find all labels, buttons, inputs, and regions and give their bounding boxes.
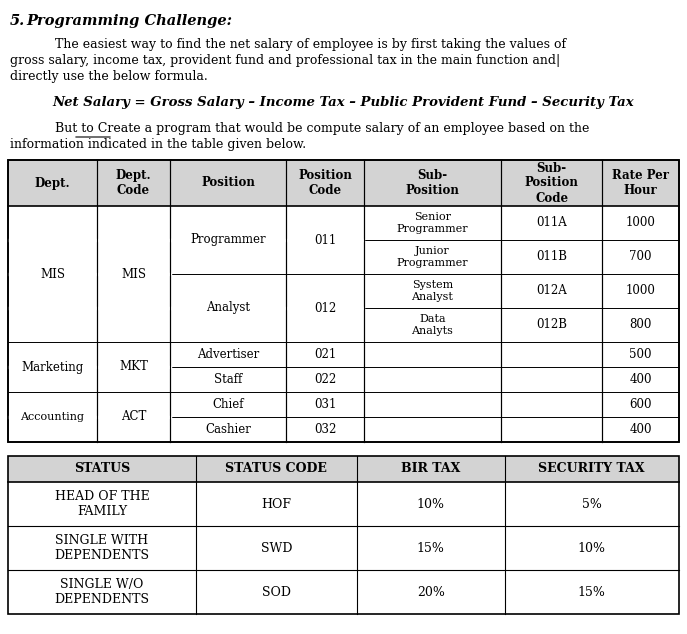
Text: SINGLE WITH
DEPENDENTS: SINGLE WITH DEPENDENTS [54,534,150,562]
Bar [8,160,679,206]
Text: 700: 700 [629,250,652,264]
Text: 15%: 15% [417,541,444,555]
Text: Net Salary = Gross Salary – Income Tax – Public Provident Fund – Security Tax: Net Salary = Gross Salary – Income Tax –… [52,96,634,109]
Text: STATUS CODE: STATUS CODE [225,462,327,476]
Text: 1000: 1000 [626,216,655,230]
Text: Position
Code: Position Code [298,169,352,197]
Text: 800: 800 [629,318,652,332]
Text: 022: 022 [314,373,336,386]
Text: information indicated in the table given below.: information indicated in the table given… [10,138,306,151]
Text: 011B: 011B [536,250,567,264]
Bar [8,456,679,614]
Text: System
Analyst: System Analyst [412,280,453,302]
Text: Marketing: Marketing [21,361,84,373]
Text: Position: Position [201,176,255,190]
Text: Accounting: Accounting [21,412,85,422]
Text: Staff: Staff [214,373,243,386]
Text: 012: 012 [314,302,336,314]
Text: 012B: 012B [536,318,567,332]
Text: Advertiser: Advertiser [197,348,260,361]
Text: Senior
Programmer: Senior Programmer [396,212,469,234]
Text: 10%: 10% [578,541,606,555]
Text: 400: 400 [629,373,652,386]
Text: 012A: 012A [536,285,567,297]
Text: Analyst: Analyst [206,302,250,314]
Text: 600: 600 [629,398,652,411]
Text: MIS: MIS [121,268,146,280]
Text: Sub-
Position: Sub- Position [405,169,460,197]
Text: 10%: 10% [417,498,444,510]
Text: BIR TAX: BIR TAX [401,462,460,476]
Text: Chief: Chief [212,398,244,411]
Text: SWD: SWD [260,541,292,555]
Text: The easiest way to find the net salary of employee is by first taking the values: The easiest way to find the net salary o… [55,38,566,51]
Text: MIS: MIS [40,268,65,280]
Text: Sub-
Position
Code: Sub- Position Code [525,162,578,205]
Text: But to Create a program that would be compute salary of an employee based on the: But to Create a program that would be co… [55,122,589,135]
Text: 011A: 011A [536,216,567,230]
Text: Data
Analyts: Data Analyts [412,314,453,336]
Text: MKT: MKT [119,361,148,373]
Text: STATUS: STATUS [74,462,130,476]
Text: Dept.
Code: Dept. Code [115,169,151,197]
Text: 021: 021 [314,348,336,361]
Text: 5%: 5% [582,498,602,510]
Text: 032: 032 [314,423,336,436]
Text: HEAD OF THE
FAMILY: HEAD OF THE FAMILY [54,490,149,518]
Text: 500: 500 [629,348,652,361]
Bar [8,160,679,442]
Text: gross salary, income tax, provident fund and professional tax in the main functi: gross salary, income tax, provident fund… [10,54,561,67]
Text: 400: 400 [629,423,652,436]
Text: 031: 031 [314,398,336,411]
Text: 1000: 1000 [626,285,655,297]
Bar [8,160,679,442]
Text: 5.: 5. [10,14,25,28]
Text: SOD: SOD [262,586,291,598]
Text: Dept.: Dept. [34,176,70,190]
Text: 15%: 15% [578,586,606,598]
Text: SINGLE W/O
DEPENDENTS: SINGLE W/O DEPENDENTS [54,578,150,606]
Text: SECURITY TAX: SECURITY TAX [539,462,645,476]
Text: Programmer: Programmer [190,233,266,247]
Text: directly use the below formula.: directly use the below formula. [10,70,207,83]
Bar [8,456,679,482]
Text: Rate Per
Hour: Rate Per Hour [612,169,669,197]
Text: ACT: ACT [121,410,146,424]
Text: 20%: 20% [417,586,444,598]
Text: 011: 011 [314,233,336,247]
Text: Cashier: Cashier [205,423,251,436]
Text: Programming Challenge:: Programming Challenge: [26,14,232,28]
Text: HOF: HOF [261,498,291,510]
Text: Junior
Programmer: Junior Programmer [396,246,469,268]
